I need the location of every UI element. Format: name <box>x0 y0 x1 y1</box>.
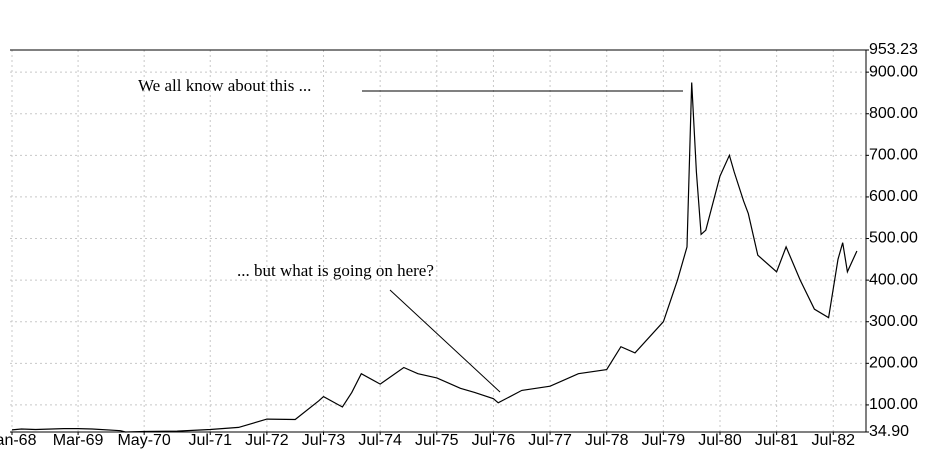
x-tick-label: Mar-69 <box>53 432 104 449</box>
y-tick-label: 900.00 <box>869 63 918 80</box>
y-tick-label: 800.00 <box>869 105 918 122</box>
x-tick-label: Jul-78 <box>585 432 629 449</box>
annotation: We all know about this ... <box>138 76 311 95</box>
price-line <box>11 82 858 433</box>
x-tick-label: Jan-68 <box>0 432 37 449</box>
x-tick-label: Jul-72 <box>245 432 289 449</box>
y-tick-label: 600.00 <box>869 188 918 205</box>
x-tick-label: Jul-81 <box>755 432 799 449</box>
y-tick-label: 700.00 <box>869 147 918 164</box>
x-tick-label: Jul-82 <box>811 432 855 449</box>
x-tick-label: Jul-71 <box>188 432 232 449</box>
x-tick-label: Jul-74 <box>358 432 402 449</box>
x-tick-label: Jul-75 <box>415 432 459 449</box>
y-tick-label: 200.00 <box>869 355 918 372</box>
y-tick-label: 400.00 <box>869 271 918 288</box>
annotation-pointer <box>389 289 501 393</box>
x-tick-label: Jul-80 <box>698 432 742 449</box>
x-tick-label: Jul-73 <box>302 432 346 449</box>
y-tick-label: 34.90 <box>869 423 909 440</box>
x-tick-label: Jul-79 <box>642 432 686 449</box>
y-tick-label: 100.00 <box>869 396 918 413</box>
x-tick-label: May-70 <box>117 432 170 449</box>
annotation: ... but what is going on here? <box>237 261 434 280</box>
y-tick-label: 953.23 <box>869 41 918 58</box>
y-tick-label: 500.00 <box>869 230 918 247</box>
x-tick-label: Jul-76 <box>472 432 516 449</box>
y-tick-label: 300.00 <box>869 313 918 330</box>
x-tick-label: Jul-77 <box>528 432 572 449</box>
